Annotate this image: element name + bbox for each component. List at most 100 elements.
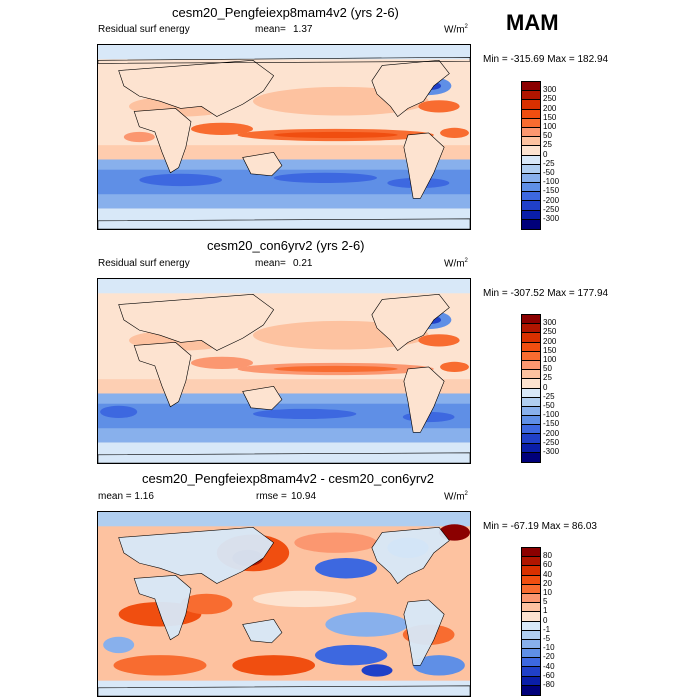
colorbar-swatch bbox=[522, 557, 540, 567]
colorbar-swatch bbox=[522, 155, 540, 165]
colorbar-swatch bbox=[522, 100, 540, 110]
colorbar-swatch bbox=[522, 397, 540, 407]
colorbar-tick-label: -200 bbox=[543, 428, 560, 438]
colorbar-tick-label: 50 bbox=[543, 131, 552, 141]
panel-1-mean-label: mean= bbox=[255, 24, 286, 35]
colorbar-swatch bbox=[522, 360, 540, 371]
panel-3-rmse-value: 10.94 bbox=[291, 491, 317, 502]
season-label: MAM bbox=[506, 10, 559, 35]
colorbar-swatch bbox=[522, 370, 540, 380]
colorbar-tick-label: 0 bbox=[543, 382, 548, 392]
panel-2-variable-label: Residual surf energy bbox=[98, 258, 190, 269]
colorbar-swatch bbox=[522, 676, 540, 686]
colorbar-swatch bbox=[522, 333, 540, 343]
colorbar-tick-label: 20 bbox=[543, 578, 552, 588]
colorbar-swatch bbox=[522, 621, 540, 631]
colorbar-swatch bbox=[522, 685, 540, 695]
colorbar-swatch bbox=[522, 649, 540, 659]
panel-2-map bbox=[97, 278, 471, 464]
colorbar-tick-label: 150 bbox=[543, 112, 557, 122]
colorbar-tick-label: -60 bbox=[543, 670, 555, 680]
colorbar-tick-label: 60 bbox=[543, 560, 552, 570]
colorbar-swatch bbox=[522, 183, 540, 193]
colorbar-swatch bbox=[522, 201, 540, 211]
colorbar-swatch bbox=[522, 584, 540, 594]
colorbar-swatch bbox=[522, 425, 540, 435]
panel-2-units: W/m2 bbox=[444, 258, 468, 270]
colorbar-swatch bbox=[522, 443, 540, 453]
colorbar-tick-label: -250 bbox=[543, 437, 560, 447]
colorbar-tick-label: -40 bbox=[543, 661, 555, 671]
colorbar-swatch bbox=[522, 603, 540, 613]
colorbar-tick-label: 200 bbox=[543, 103, 557, 113]
colorbar-tick-label: -300 bbox=[543, 447, 560, 456]
colorbar-tick-label: 1 bbox=[543, 606, 548, 616]
panel-3-map-svg bbox=[98, 512, 470, 696]
colorbar-swatch bbox=[522, 406, 540, 417]
panel-3-title: cesm20_Pengfeiexp8mam4v2 - cesm20_con6yr… bbox=[142, 471, 434, 486]
colorbar-swatch bbox=[522, 164, 540, 174]
panel-1-map-svg bbox=[98, 45, 470, 229]
colorbar-swatch bbox=[522, 639, 540, 650]
colorbar-tick-label: -50 bbox=[543, 401, 555, 410]
colorbar-swatch bbox=[522, 173, 540, 184]
colorbar-tick-label: -300 bbox=[543, 214, 560, 223]
panel-2-title: cesm20_con6yrv2 (yrs 2-6) bbox=[207, 238, 365, 253]
colorbar-swatch bbox=[522, 593, 540, 604]
colorbar-tick-label: -150 bbox=[543, 186, 560, 196]
colorbar-swatch bbox=[522, 192, 540, 202]
panel-2-map-svg bbox=[98, 279, 470, 463]
colorbar-tick-label: 80 bbox=[543, 551, 552, 561]
colorbar-swatch bbox=[522, 548, 540, 558]
panel-1-units: W/m2 bbox=[444, 24, 468, 36]
panel-2-minmax: Min = -307.52 Max = 177.94 bbox=[483, 288, 609, 299]
colorbar-tick-label: -150 bbox=[543, 419, 560, 429]
colorbar-tick-label: 250 bbox=[543, 94, 557, 104]
colorbar-tick-label: -1 bbox=[543, 624, 551, 634]
colorbar-tick-label: 100 bbox=[543, 355, 557, 364]
colorbar-swatch bbox=[522, 388, 540, 398]
colorbar-tick-label: -100 bbox=[543, 410, 560, 420]
colorbar-swatch bbox=[522, 127, 540, 138]
colorbar-swatch bbox=[522, 109, 540, 119]
colorbar-swatch bbox=[522, 667, 540, 677]
colorbar-swatch bbox=[522, 219, 540, 229]
panel-2-mean-label: mean= bbox=[255, 258, 286, 269]
colorbar-tick-label: -25 bbox=[543, 391, 555, 401]
panel-3-units: W/m2 bbox=[444, 491, 468, 503]
colorbar-tick-label: 100 bbox=[543, 122, 557, 131]
colorbar-tick-label: 0 bbox=[543, 149, 548, 159]
colorbar-tick-label: -10 bbox=[543, 643, 555, 653]
panel-3-mean: mean = 1.16 bbox=[98, 491, 154, 502]
colorbar-swatch bbox=[522, 630, 540, 640]
colorbar-tick-label: -200 bbox=[543, 195, 560, 205]
panel-1-mean-value: 1.37 bbox=[293, 24, 313, 35]
panel-2-mean-value: 0.21 bbox=[293, 258, 313, 269]
colorbar-swatch bbox=[522, 612, 540, 622]
colorbar-swatch bbox=[522, 452, 540, 462]
colorbar-tick-label: 25 bbox=[543, 373, 552, 383]
panel-1-title: cesm20_Pengfeiexp8mam4v2 (yrs 2-6) bbox=[172, 5, 399, 20]
colorbar-swatch bbox=[522, 118, 540, 128]
colorbar-tick-label: 0 bbox=[543, 615, 548, 625]
colorbar-swatch bbox=[522, 324, 540, 334]
colorbar-swatch bbox=[522, 416, 540, 426]
colorbar-tick-label: -25 bbox=[543, 158, 555, 168]
colorbar-tick-label: 300 bbox=[543, 85, 557, 95]
colorbar-tick-label: -100 bbox=[543, 177, 560, 187]
colorbar-swatch bbox=[522, 315, 540, 325]
colorbar-tick-label: 150 bbox=[543, 345, 557, 355]
colorbar-tick-label: -80 bbox=[543, 680, 555, 689]
colorbar-tick-label: -250 bbox=[543, 204, 560, 214]
colorbar-swatch bbox=[522, 434, 540, 444]
colorbar-swatch bbox=[522, 575, 540, 585]
colorbar-tick-label: 40 bbox=[543, 569, 552, 579]
panel-1-colorbar bbox=[521, 81, 541, 230]
colorbar-swatch bbox=[522, 210, 540, 220]
colorbar-swatch bbox=[522, 82, 540, 92]
panel-1-variable-label: Residual surf energy bbox=[98, 24, 190, 35]
colorbar-swatch bbox=[522, 146, 540, 156]
colorbar-swatch bbox=[522, 379, 540, 389]
colorbar-tick-label: 300 bbox=[543, 318, 557, 328]
colorbar-swatch bbox=[522, 91, 540, 101]
